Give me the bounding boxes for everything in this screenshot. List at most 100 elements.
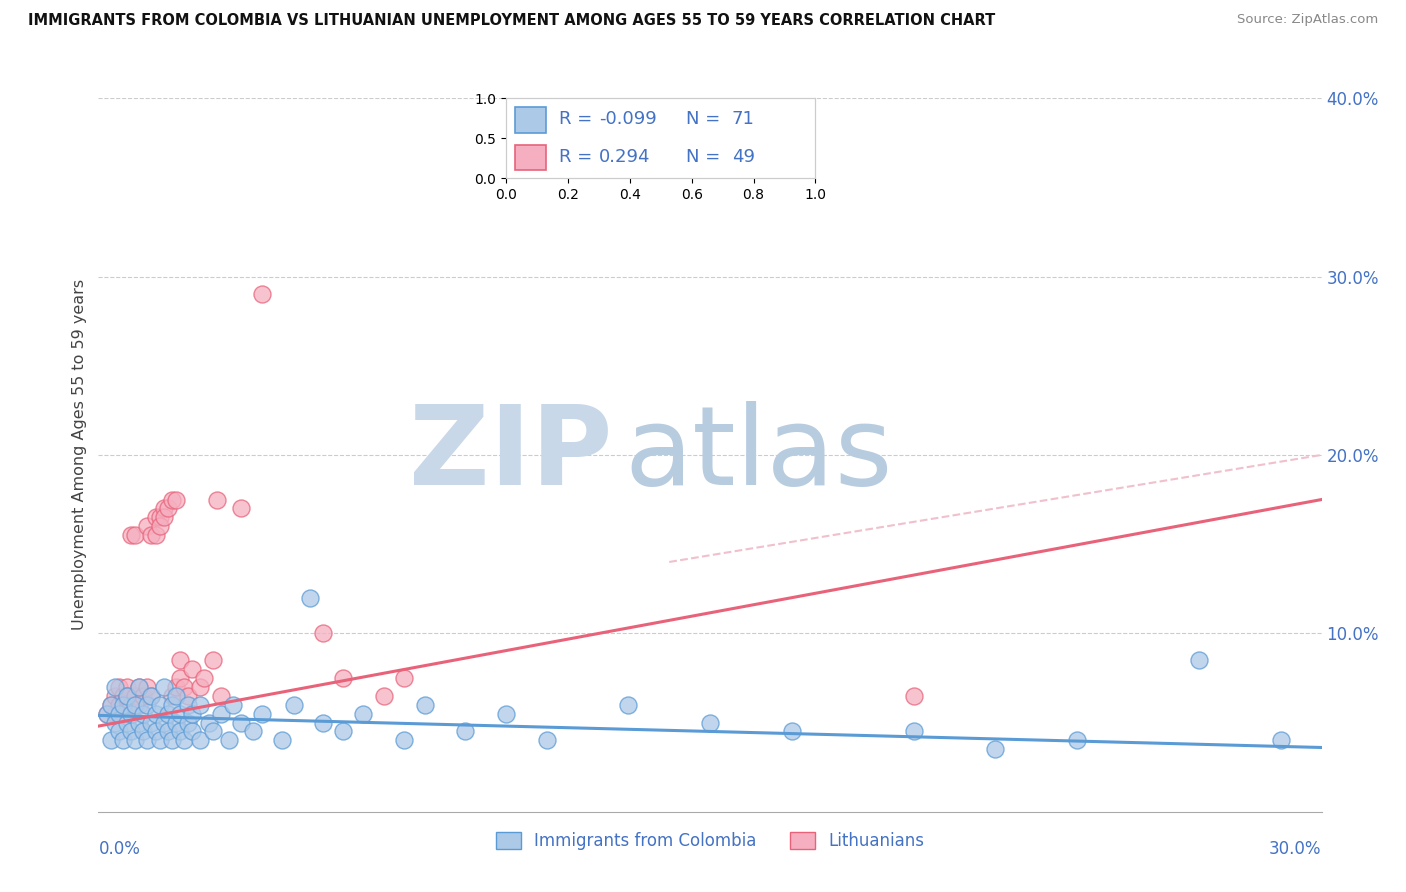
Point [188, 680, 212, 694]
Point [120, 528, 142, 542]
Point [1270, 733, 1292, 747]
Point [115, 680, 138, 694]
Point [104, 689, 127, 703]
Point [188, 733, 212, 747]
Point [136, 733, 159, 747]
Y-axis label: Unemployment Among Ages 55 to 59 years: Unemployment Among Ages 55 to 59 years [72, 279, 87, 631]
Point [165, 715, 187, 730]
Text: R =: R = [558, 110, 598, 128]
Point [169, 671, 191, 685]
Point [141, 528, 163, 542]
Point [128, 680, 150, 694]
Point [96, 706, 118, 721]
Point [108, 680, 131, 694]
Point [115, 715, 138, 730]
Point [145, 528, 167, 542]
Point [128, 698, 150, 712]
Point [699, 715, 721, 730]
Point [231, 715, 253, 730]
Text: 49: 49 [733, 148, 755, 166]
Point [149, 698, 172, 712]
Point [132, 724, 155, 739]
Point [332, 671, 354, 685]
Point [160, 733, 183, 747]
Point [352, 706, 374, 721]
Point [136, 519, 159, 533]
Point [209, 706, 232, 721]
Point [136, 698, 159, 712]
Point [169, 706, 191, 721]
Point [100, 733, 122, 747]
FancyBboxPatch shape [516, 107, 547, 133]
Point [108, 698, 131, 712]
Text: Source: ZipAtlas.com: Source: ZipAtlas.com [1237, 13, 1378, 27]
Point [111, 706, 134, 721]
Point [141, 689, 163, 703]
Point [100, 698, 122, 712]
Point [181, 662, 204, 676]
Point [145, 724, 167, 739]
Point [124, 698, 146, 712]
Point [120, 698, 142, 712]
Point [205, 492, 228, 507]
Point [177, 689, 200, 703]
Point [780, 724, 803, 739]
Point [177, 715, 200, 730]
Point [165, 492, 187, 507]
Point [120, 706, 142, 721]
Point [104, 680, 127, 694]
Point [160, 689, 183, 703]
Text: 0.294: 0.294 [599, 148, 651, 166]
Point [188, 698, 212, 712]
Point [152, 501, 174, 516]
Point [132, 706, 155, 721]
Point [124, 528, 146, 542]
Text: 0.0%: 0.0% [98, 840, 141, 858]
Point [495, 706, 517, 721]
Point [201, 724, 224, 739]
Point [165, 680, 187, 694]
Point [124, 689, 146, 703]
Point [100, 698, 122, 712]
FancyBboxPatch shape [516, 145, 547, 170]
Point [242, 724, 264, 739]
Point [169, 653, 191, 667]
Point [104, 715, 127, 730]
Point [617, 698, 640, 712]
Point [177, 698, 200, 712]
Point [332, 724, 354, 739]
Point [903, 689, 925, 703]
Point [111, 733, 134, 747]
Point [197, 715, 219, 730]
Point [132, 689, 155, 703]
Point [984, 742, 1007, 756]
Point [312, 715, 335, 730]
Point [201, 653, 224, 667]
Text: R =: R = [558, 148, 603, 166]
Point [283, 698, 305, 712]
Point [156, 724, 179, 739]
Point [392, 671, 416, 685]
Point [250, 287, 273, 301]
Point [392, 733, 416, 747]
Text: N =: N = [686, 110, 725, 128]
Point [299, 591, 322, 605]
Point [160, 492, 183, 507]
Point [128, 680, 150, 694]
Point [1188, 653, 1211, 667]
Point [1066, 733, 1088, 747]
Point [141, 689, 163, 703]
Point [373, 689, 395, 703]
Point [218, 733, 240, 747]
Point [124, 733, 146, 747]
Point [156, 501, 179, 516]
Point [222, 698, 245, 712]
Text: N =: N = [686, 148, 725, 166]
Point [149, 510, 172, 524]
Point [115, 689, 138, 703]
Text: 30.0%: 30.0% [1270, 840, 1322, 858]
Point [141, 715, 163, 730]
Point [160, 698, 183, 712]
Point [152, 680, 174, 694]
Point [111, 698, 134, 712]
